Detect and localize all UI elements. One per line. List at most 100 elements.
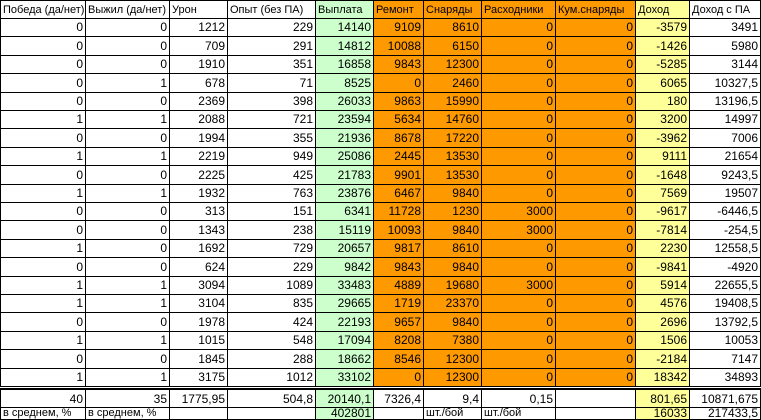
table-cell[interactable]: 13530 (424, 148, 482, 166)
table-cell[interactable]: 26033 (316, 93, 374, 111)
table-cell[interactable]: 19507 (690, 185, 761, 203)
footer-cell[interactable]: в среднем, % (0, 408, 86, 420)
table-cell[interactable]: 9109 (374, 19, 424, 37)
table-cell[interactable]: 3000 (482, 221, 556, 240)
table-cell[interactable]: 0 (0, 56, 86, 74)
column-header[interactable]: Победа (да/нет) (0, 0, 86, 19)
table-cell[interactable]: 0 (86, 350, 170, 369)
table-cell[interactable]: 33102 (316, 369, 374, 387)
table-cell[interactable]: -4920 (690, 258, 761, 277)
table-cell[interactable]: 7569 (636, 185, 690, 203)
table-cell[interactable]: 9840 (424, 221, 482, 240)
table-cell[interactable]: 0 (556, 258, 636, 277)
summary-cell[interactable]: 7326,4 (374, 388, 424, 408)
table-cell[interactable]: 0 (556, 313, 636, 332)
table-cell[interactable]: 12300 (424, 350, 482, 369)
table-cell[interactable]: 33483 (316, 277, 374, 295)
column-header[interactable]: Кум.снаряды (556, 0, 636, 19)
table-cell[interactable]: 1 (86, 111, 170, 129)
table-cell[interactable]: 3000 (482, 277, 556, 295)
table-cell[interactable]: 1692 (170, 240, 228, 258)
table-cell[interactable]: 7380 (424, 332, 482, 350)
table-cell[interactable]: 3144 (690, 56, 761, 74)
table-cell[interactable]: 0 (556, 111, 636, 129)
table-cell[interactable]: 1932 (170, 185, 228, 203)
footer-cell[interactable] (170, 408, 228, 420)
table-cell[interactable]: -3962 (636, 129, 690, 148)
table-cell[interactable]: 1230 (424, 203, 482, 221)
table-cell[interactable]: 0 (556, 74, 636, 93)
table-cell[interactable]: 3200 (636, 111, 690, 129)
table-cell[interactable]: 0 (482, 258, 556, 277)
table-cell[interactable]: 0 (0, 313, 86, 332)
table-cell[interactable]: 8208 (374, 332, 424, 350)
table-cell[interactable]: 0 (0, 93, 86, 111)
table-cell[interactable]: 1 (86, 332, 170, 350)
summary-cell[interactable]: 801,65 (636, 388, 690, 408)
table-cell[interactable]: 0 (86, 37, 170, 56)
summary-cell[interactable]: 9,4 (424, 388, 482, 408)
table-cell[interactable]: 12558,5 (690, 240, 761, 258)
table-cell[interactable]: 0 (556, 37, 636, 56)
table-cell[interactable]: 0 (0, 221, 86, 240)
column-header[interactable]: Доход с ПА (690, 0, 761, 19)
table-cell[interactable]: 0 (0, 258, 86, 277)
table-cell[interactable]: -9841 (636, 258, 690, 277)
table-cell[interactable]: 23876 (316, 185, 374, 203)
table-cell[interactable]: 19680 (424, 277, 482, 295)
table-cell[interactable]: 0 (482, 313, 556, 332)
table-cell[interactable]: 10327,5 (690, 74, 761, 93)
table-cell[interactable]: 2225 (170, 166, 228, 185)
summary-cell[interactable]: 40 (0, 388, 86, 408)
table-cell[interactable]: 0 (556, 277, 636, 295)
table-cell[interactable]: 8525 (316, 74, 374, 93)
table-cell[interactable]: 18662 (316, 350, 374, 369)
table-cell[interactable]: 71 (228, 74, 316, 93)
column-header[interactable]: Выжил (да/нет) (86, 0, 170, 19)
table-cell[interactable]: 0 (482, 295, 556, 313)
table-cell[interactable]: 0 (556, 369, 636, 387)
table-cell[interactable]: 1212 (170, 19, 228, 37)
table-cell[interactable]: 8610 (424, 19, 482, 37)
table-cell[interactable]: 1 (0, 240, 86, 258)
table-cell[interactable]: 1343 (170, 221, 228, 240)
table-cell[interactable]: 763 (228, 185, 316, 203)
table-cell[interactable]: 5980 (690, 37, 761, 56)
footer-cell[interactable] (556, 408, 636, 420)
summary-cell[interactable]: 35 (86, 388, 170, 408)
table-cell[interactable]: 0 (482, 56, 556, 74)
table-cell[interactable]: -5285 (636, 56, 690, 74)
table-cell[interactable]: 8610 (424, 240, 482, 258)
footer-cell[interactable]: 16033 (636, 408, 690, 420)
table-cell[interactable]: 0 (86, 129, 170, 148)
table-cell[interactable]: 2219 (170, 148, 228, 166)
table-cell[interactable]: 9243,5 (690, 166, 761, 185)
table-cell[interactable]: 0 (86, 203, 170, 221)
table-cell[interactable]: 14997 (690, 111, 761, 129)
table-cell[interactable]: 1 (0, 369, 86, 387)
table-cell[interactable]: 1 (86, 185, 170, 203)
table-cell[interactable]: 1994 (170, 129, 228, 148)
table-cell[interactable]: 1506 (636, 332, 690, 350)
table-cell[interactable]: 10088 (374, 37, 424, 56)
table-cell[interactable]: 10093 (374, 221, 424, 240)
table-cell[interactable]: 29665 (316, 295, 374, 313)
table-cell[interactable]: 18342 (636, 369, 690, 387)
table-cell[interactable]: 0 (86, 221, 170, 240)
table-cell[interactable]: 14812 (316, 37, 374, 56)
table-cell[interactable]: -254,5 (690, 221, 761, 240)
table-cell[interactable]: 229 (228, 19, 316, 37)
table-cell[interactable]: -3579 (636, 19, 690, 37)
table-cell[interactable]: 2696 (636, 313, 690, 332)
table-cell[interactable]: 5914 (636, 277, 690, 295)
table-cell[interactable]: 1 (0, 277, 86, 295)
table-cell[interactable]: 8678 (374, 129, 424, 148)
table-cell[interactable]: 0 (556, 203, 636, 221)
table-cell[interactable]: -1426 (636, 37, 690, 56)
table-cell[interactable]: 5634 (374, 111, 424, 129)
table-cell[interactable]: 9842 (316, 258, 374, 277)
table-cell[interactable]: 7006 (690, 129, 761, 148)
column-header[interactable]: Опыт (без ПА) (228, 0, 316, 19)
table-cell[interactable]: 0 (482, 129, 556, 148)
table-cell[interactable]: 0 (482, 111, 556, 129)
